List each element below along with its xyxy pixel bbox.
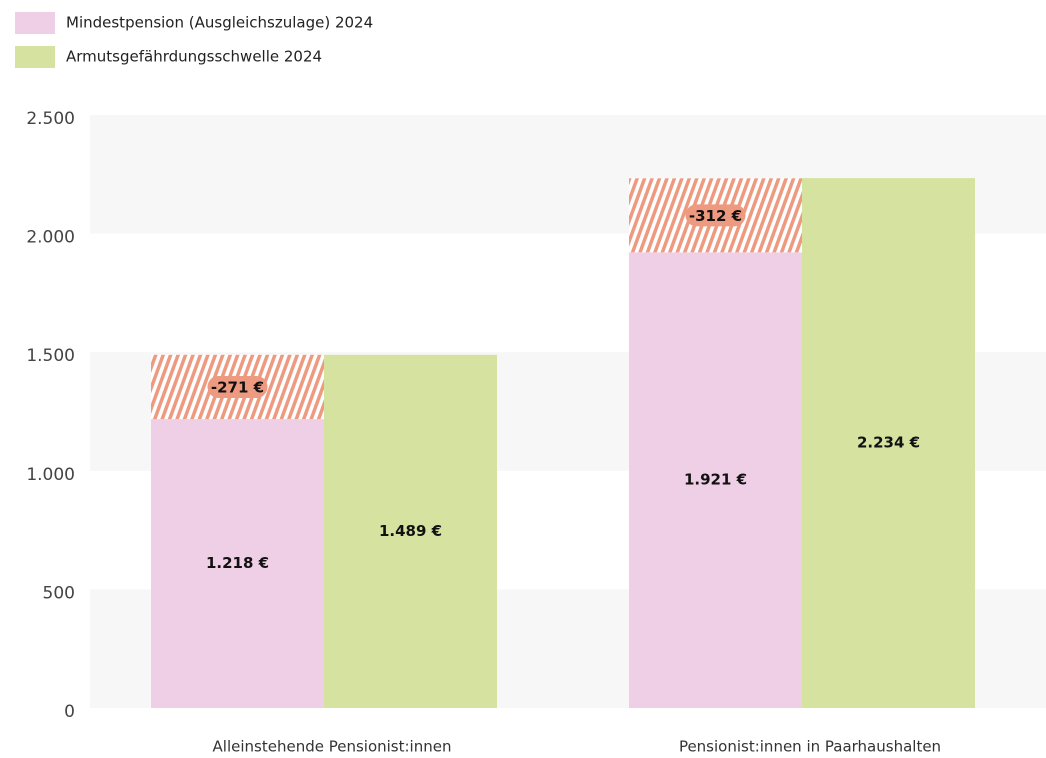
y-tick-label: 0	[64, 702, 75, 722]
value-label: 1.921 €	[684, 471, 747, 489]
y-tick-label: 1.500	[26, 346, 75, 366]
gap-badge	[207, 375, 268, 398]
legend-label: Armutsgefährdungsschwelle 2024	[66, 48, 322, 66]
gap-label: -271 €	[211, 378, 264, 396]
bar	[629, 252, 802, 708]
legend-swatch	[15, 46, 55, 68]
gap-badge	[685, 204, 746, 227]
y-tick-label: 500	[43, 583, 75, 603]
value-label: 1.489 €	[379, 522, 442, 540]
bar	[151, 419, 324, 708]
x-tick-label: Pensionist:innen in Paarhaushalten	[679, 738, 941, 756]
legend-label: Mindestpension (Ausgleichszulage) 2024	[66, 14, 373, 32]
gap-label: -312 €	[689, 207, 742, 225]
marks	[151, 178, 975, 708]
bar	[802, 178, 975, 708]
y-tick-label: 2.000	[26, 228, 75, 248]
bar	[324, 354, 497, 708]
y-tick-label: 1.000	[26, 465, 75, 485]
y-tick-label: 2.500	[26, 109, 75, 129]
x-tick-label: Alleinstehende Pensionist:innen	[213, 738, 452, 756]
value-label: 2.234 €	[857, 434, 920, 452]
value-label: 1.218 €	[206, 554, 269, 572]
labels: Mindestpension (Ausgleichszulage) 2024 Ar…	[15, 12, 941, 756]
legend-swatch	[15, 12, 55, 34]
